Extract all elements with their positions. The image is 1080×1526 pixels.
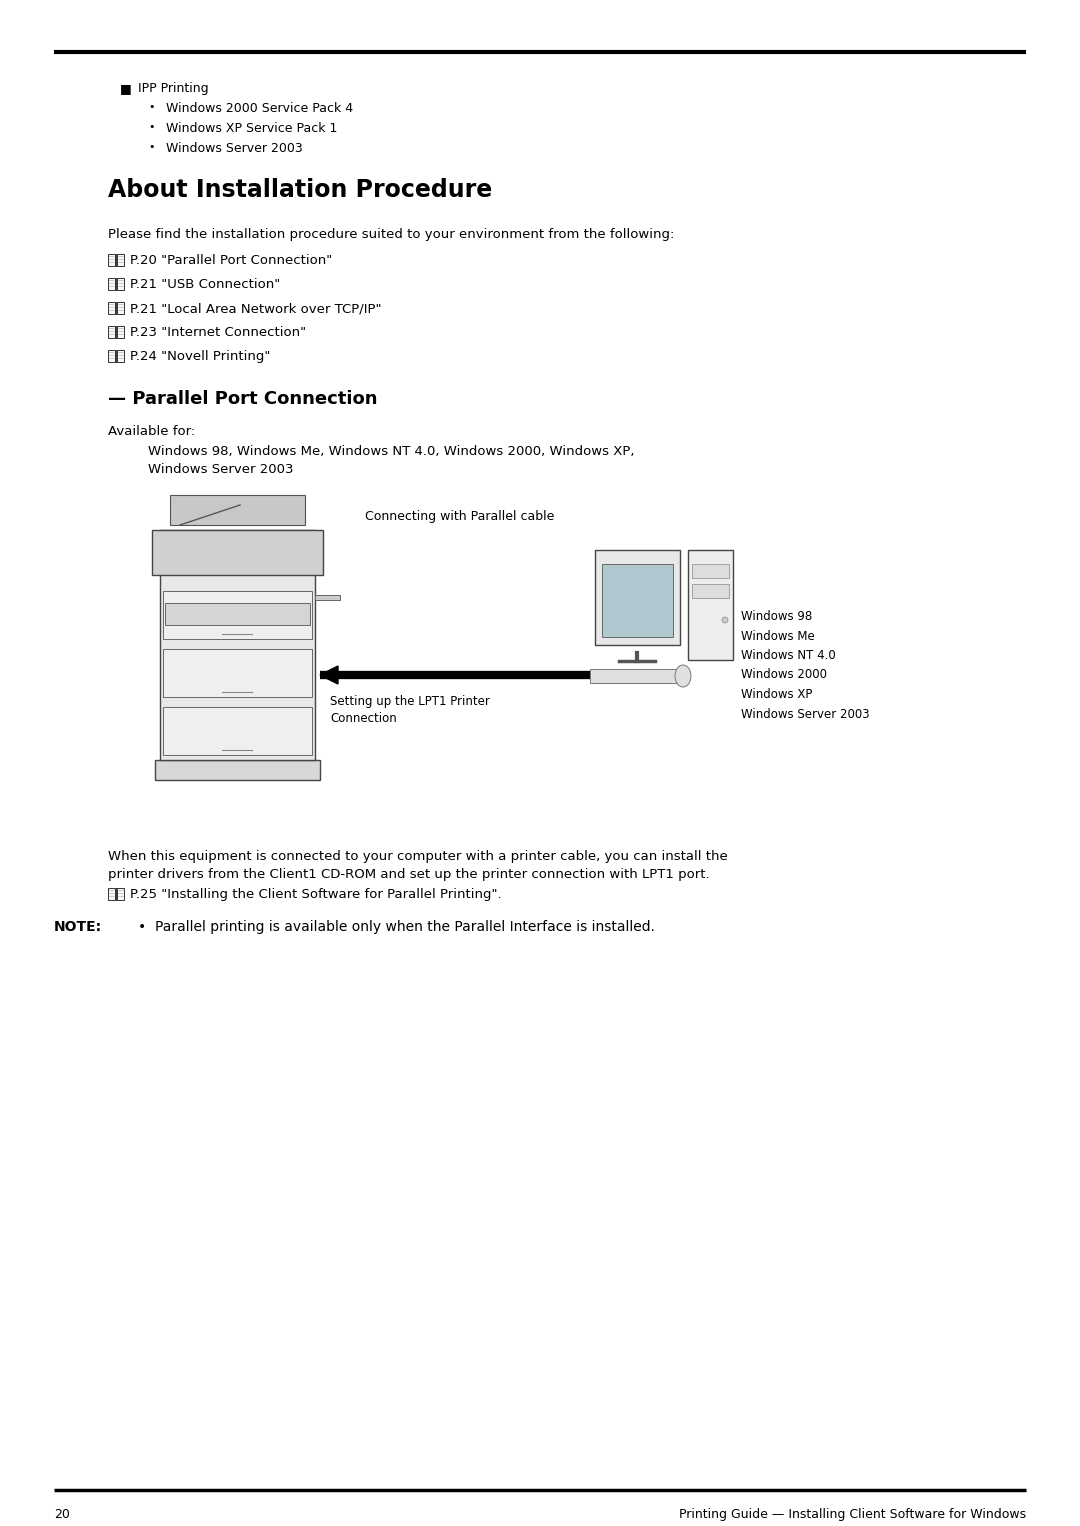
Bar [688,549,733,661]
Text: •: • [148,102,154,111]
Bar [692,565,729,578]
Bar [117,327,124,337]
Bar [108,327,114,337]
Text: — Parallel Port Connection: — Parallel Port Connection [108,391,378,407]
Bar [170,494,305,525]
Text: NOTE:: NOTE: [54,920,103,934]
Bar [108,278,114,290]
Bar [315,595,340,600]
Text: •: • [148,122,154,133]
Text: ■: ■ [120,82,132,95]
Text: Windows Server 2003: Windows Server 2003 [148,462,294,476]
Bar [163,649,312,697]
Bar [602,565,673,636]
Text: Windows Server 2003: Windows Server 2003 [166,142,302,156]
Text: P.23 "Internet Connection": P.23 "Internet Connection" [130,327,306,339]
Text: Windows 98, Windows Me, Windows NT 4.0, Windows 2000, Windows XP,: Windows 98, Windows Me, Windows NT 4.0, … [148,446,635,458]
Bar [108,888,114,900]
Bar [163,707,312,755]
Bar [152,530,323,575]
Bar [692,584,729,598]
Text: About Installation Procedure: About Installation Procedure [108,179,492,201]
Bar [117,349,124,362]
Text: Windows 2000 Service Pack 4: Windows 2000 Service Pack 4 [166,102,353,114]
Ellipse shape [675,665,691,687]
Text: P.20 "Parallel Port Connection": P.20 "Parallel Port Connection" [130,253,333,267]
Text: P.25 "Installing the Client Software for Parallel Printing".: P.25 "Installing the Client Software for… [130,888,501,900]
Bar [117,278,124,290]
Text: Setting up the LPT1 Printer
Connection: Setting up the LPT1 Printer Connection [330,694,490,725]
Text: Available for:: Available for: [108,426,195,438]
Text: Windows XP Service Pack 1: Windows XP Service Pack 1 [166,122,337,134]
Text: P.21 "Local Area Network over TCP/IP": P.21 "Local Area Network over TCP/IP" [130,302,381,314]
Bar [108,349,114,362]
Bar [117,253,124,266]
Text: •: • [148,142,154,153]
Bar [165,603,310,626]
Circle shape [723,617,728,623]
Text: 20: 20 [54,1508,70,1521]
Text: •: • [138,920,146,934]
Bar [160,530,315,760]
Text: Please find the installation procedure suited to your environment from the follo: Please find the installation procedure s… [108,227,674,241]
Text: Printing Guide — Installing Client Software for Windows: Printing Guide — Installing Client Softw… [679,1508,1026,1521]
Bar [117,302,124,314]
Bar [156,760,320,780]
Text: P.24 "Novell Printing": P.24 "Novell Printing" [130,349,270,363]
Bar [590,668,685,684]
Text: Windows 98
Windows Me
Windows NT 4.0
Windows 2000
Windows XP
Windows Server 2003: Windows 98 Windows Me Windows NT 4.0 Win… [741,610,869,720]
Text: printer drivers from the Client1 CD-ROM and set up the printer connection with L: printer drivers from the Client1 CD-ROM … [108,868,710,881]
Text: Parallel printing is available only when the Parallel Interface is installed.: Parallel printing is available only when… [156,920,654,934]
Polygon shape [320,665,338,684]
Bar [163,591,312,639]
Bar [117,888,124,900]
Text: When this equipment is connected to your computer with a printer cable, you can : When this equipment is connected to your… [108,850,728,864]
Bar [108,302,114,314]
Text: IPP Printing: IPP Printing [138,82,208,95]
Bar [108,253,114,266]
Text: P.21 "USB Connection": P.21 "USB Connection" [130,278,280,291]
Text: Connecting with Parallel cable: Connecting with Parallel cable [365,510,554,523]
Bar [595,549,680,645]
